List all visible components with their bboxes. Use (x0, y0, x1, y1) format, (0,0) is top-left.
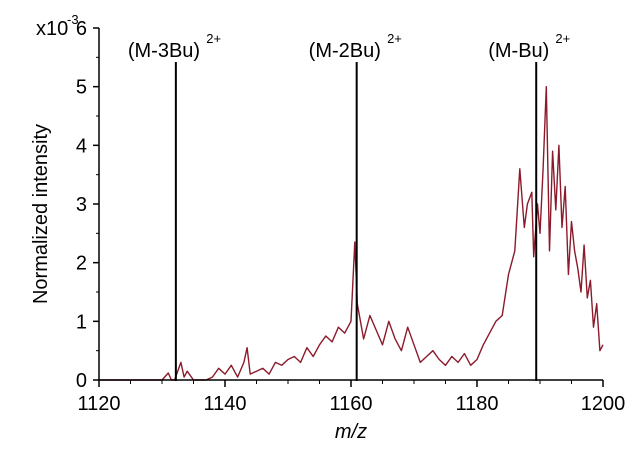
y-tick-label-1: 1 (76, 311, 87, 333)
y-tick-label-5: 5 (76, 77, 87, 99)
x-tick-label-1: 1140 (203, 393, 246, 415)
axes (93, 27, 604, 387)
annotations: (M-3Bu) 2+ (M-2Bu) 2+ (M-Bu) 2+ (128, 31, 570, 381)
x-tick-label-3: 1180 (455, 393, 498, 415)
x-tick-label-0: 1120 (77, 393, 120, 415)
annotation-label-0: (M-3Bu) (128, 40, 200, 62)
x-axis-title: m/z (335, 421, 367, 443)
annotation-label-1: (M-2Bu) (309, 40, 381, 62)
plot-area (99, 85, 604, 381)
y-tick-label-4: 4 (76, 135, 87, 157)
annotation-sup-1: 2+ (387, 31, 402, 46)
y-tick-label-2: 2 (76, 253, 87, 275)
y-tick-label-6: 6 (76, 18, 87, 40)
annotation-sup-2: 2+ (555, 31, 570, 46)
series-line-0 (99, 85, 604, 381)
x-tick-label-2: 1160 (329, 393, 372, 415)
y-tick-label-0: 0 (76, 370, 87, 392)
y-multiplier-exponent: -3 (67, 12, 79, 27)
axis-labels: 1120 1140 1160 1180 1200 0 1 2 3 4 5 6 x10-3 m/z Norma… (30, 12, 625, 443)
x-tick-label-4: 1200 (581, 393, 626, 415)
y-multiplier-label: x10 (36, 18, 68, 40)
annotation-label-2: (M-Bu) (488, 40, 549, 62)
annotation-sup-0: 2+ (206, 31, 221, 46)
y-axis-title: Normalized intensity (30, 124, 52, 304)
y-tick-label-3: 3 (76, 194, 87, 216)
